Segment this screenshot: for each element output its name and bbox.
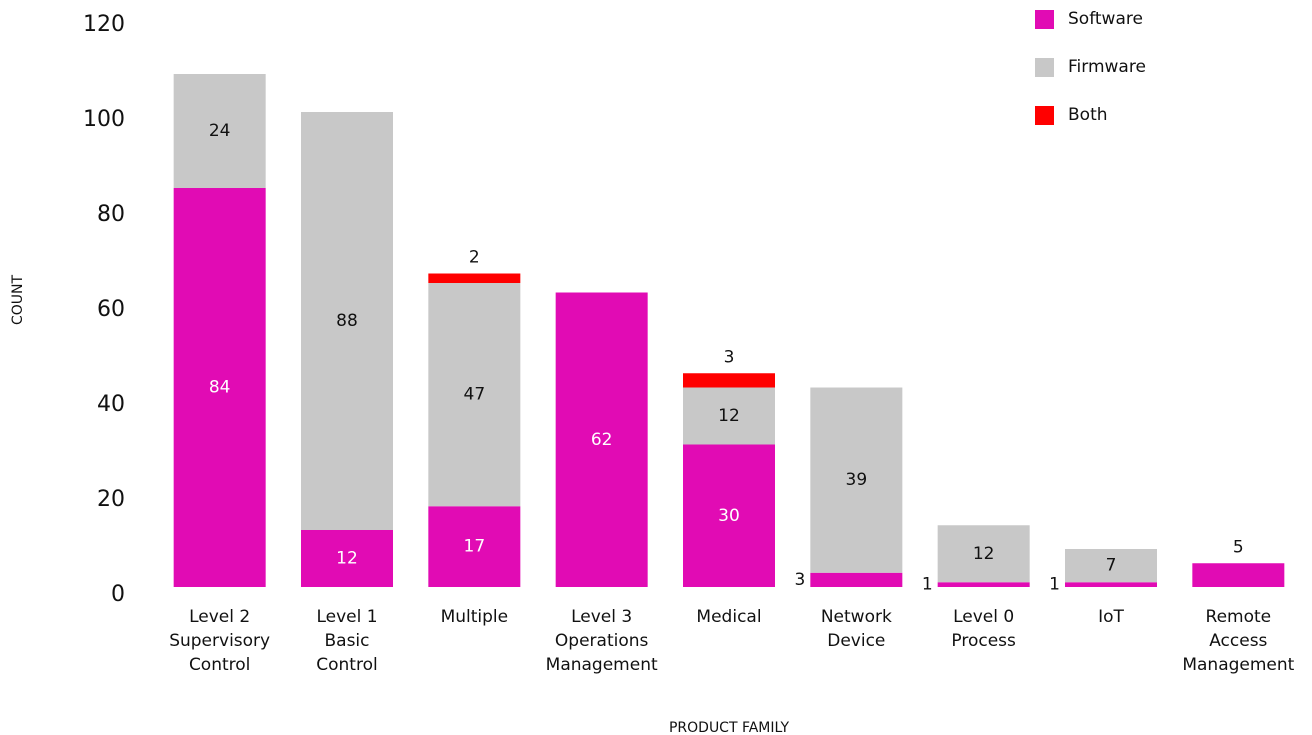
bar-segment <box>301 530 393 587</box>
y-tick-label: 80 <box>97 202 125 227</box>
bar-segment <box>173 74 266 188</box>
data-label: 12 <box>336 549 358 569</box>
bar-segment <box>428 273 521 283</box>
data-label: 3 <box>724 347 735 367</box>
bar-segment <box>810 387 903 573</box>
x-axis-label: PRODUCT FAMILY <box>669 720 789 735</box>
bar-segment <box>428 283 521 507</box>
y-axis-label: COUNT <box>10 275 26 326</box>
data-label: 12 <box>718 406 740 426</box>
bar-segment <box>1192 563 1285 587</box>
x-tick-label: Level 3 Operations Management <box>546 607 658 675</box>
data-label: 3 <box>795 570 806 590</box>
y-tick-label: 100 <box>83 107 125 132</box>
y-tick-label: 0 <box>111 582 125 607</box>
data-label: 62 <box>591 430 613 450</box>
x-tick-label: Level 0 Process <box>951 607 1016 651</box>
x-tick-label: Network Device <box>821 607 892 651</box>
y-tick-label: 20 <box>97 487 125 512</box>
legend-swatch <box>1035 58 1054 77</box>
legend-label: Both <box>1068 105 1108 125</box>
bar-segment <box>1065 549 1157 583</box>
data-label: 24 <box>209 121 231 141</box>
y-tick-label: 40 <box>97 392 125 417</box>
bar-segment <box>301 112 393 530</box>
bar-segment <box>810 572 903 587</box>
bar-segment <box>555 292 648 587</box>
bar-segment <box>683 387 775 445</box>
data-label: 30 <box>718 506 740 526</box>
y-tick-label: 120 <box>83 12 125 37</box>
data-label: 88 <box>336 311 358 331</box>
bar-segment <box>683 373 775 388</box>
bar-segment <box>1065 582 1157 587</box>
x-tick-label: Remote Access Management <box>1182 607 1294 675</box>
x-tick-label: Level 1 Basic Control <box>316 607 377 675</box>
x-tick-label: IoT <box>1098 607 1124 627</box>
legend-swatch <box>1035 106 1054 125</box>
bar-segment <box>173 188 266 587</box>
bar-segment <box>937 525 1030 583</box>
data-label: 12 <box>973 544 995 564</box>
data-label: 84 <box>209 378 231 398</box>
bar-segment <box>683 444 775 587</box>
data-label: 5 <box>1233 537 1244 557</box>
legend-swatch <box>1035 10 1054 29</box>
legend-label: Firmware <box>1068 57 1146 77</box>
data-label: 2 <box>469 248 480 268</box>
data-label: 7 <box>1106 556 1117 576</box>
legend-label: Software <box>1068 9 1143 29</box>
bar-segment <box>937 582 1030 587</box>
data-label: 39 <box>846 470 868 490</box>
data-label: 47 <box>464 385 486 405</box>
x-tick-label: Medical <box>696 607 761 627</box>
x-tick-label: Multiple <box>441 607 509 627</box>
data-label: 17 <box>464 537 486 557</box>
x-tick-label: Level 2 Supervisory Control <box>169 607 270 675</box>
y-tick-label: 60 <box>97 297 125 322</box>
data-label: 1 <box>1049 575 1060 595</box>
data-label: 1 <box>922 575 933 595</box>
bar-segment <box>428 506 521 587</box>
